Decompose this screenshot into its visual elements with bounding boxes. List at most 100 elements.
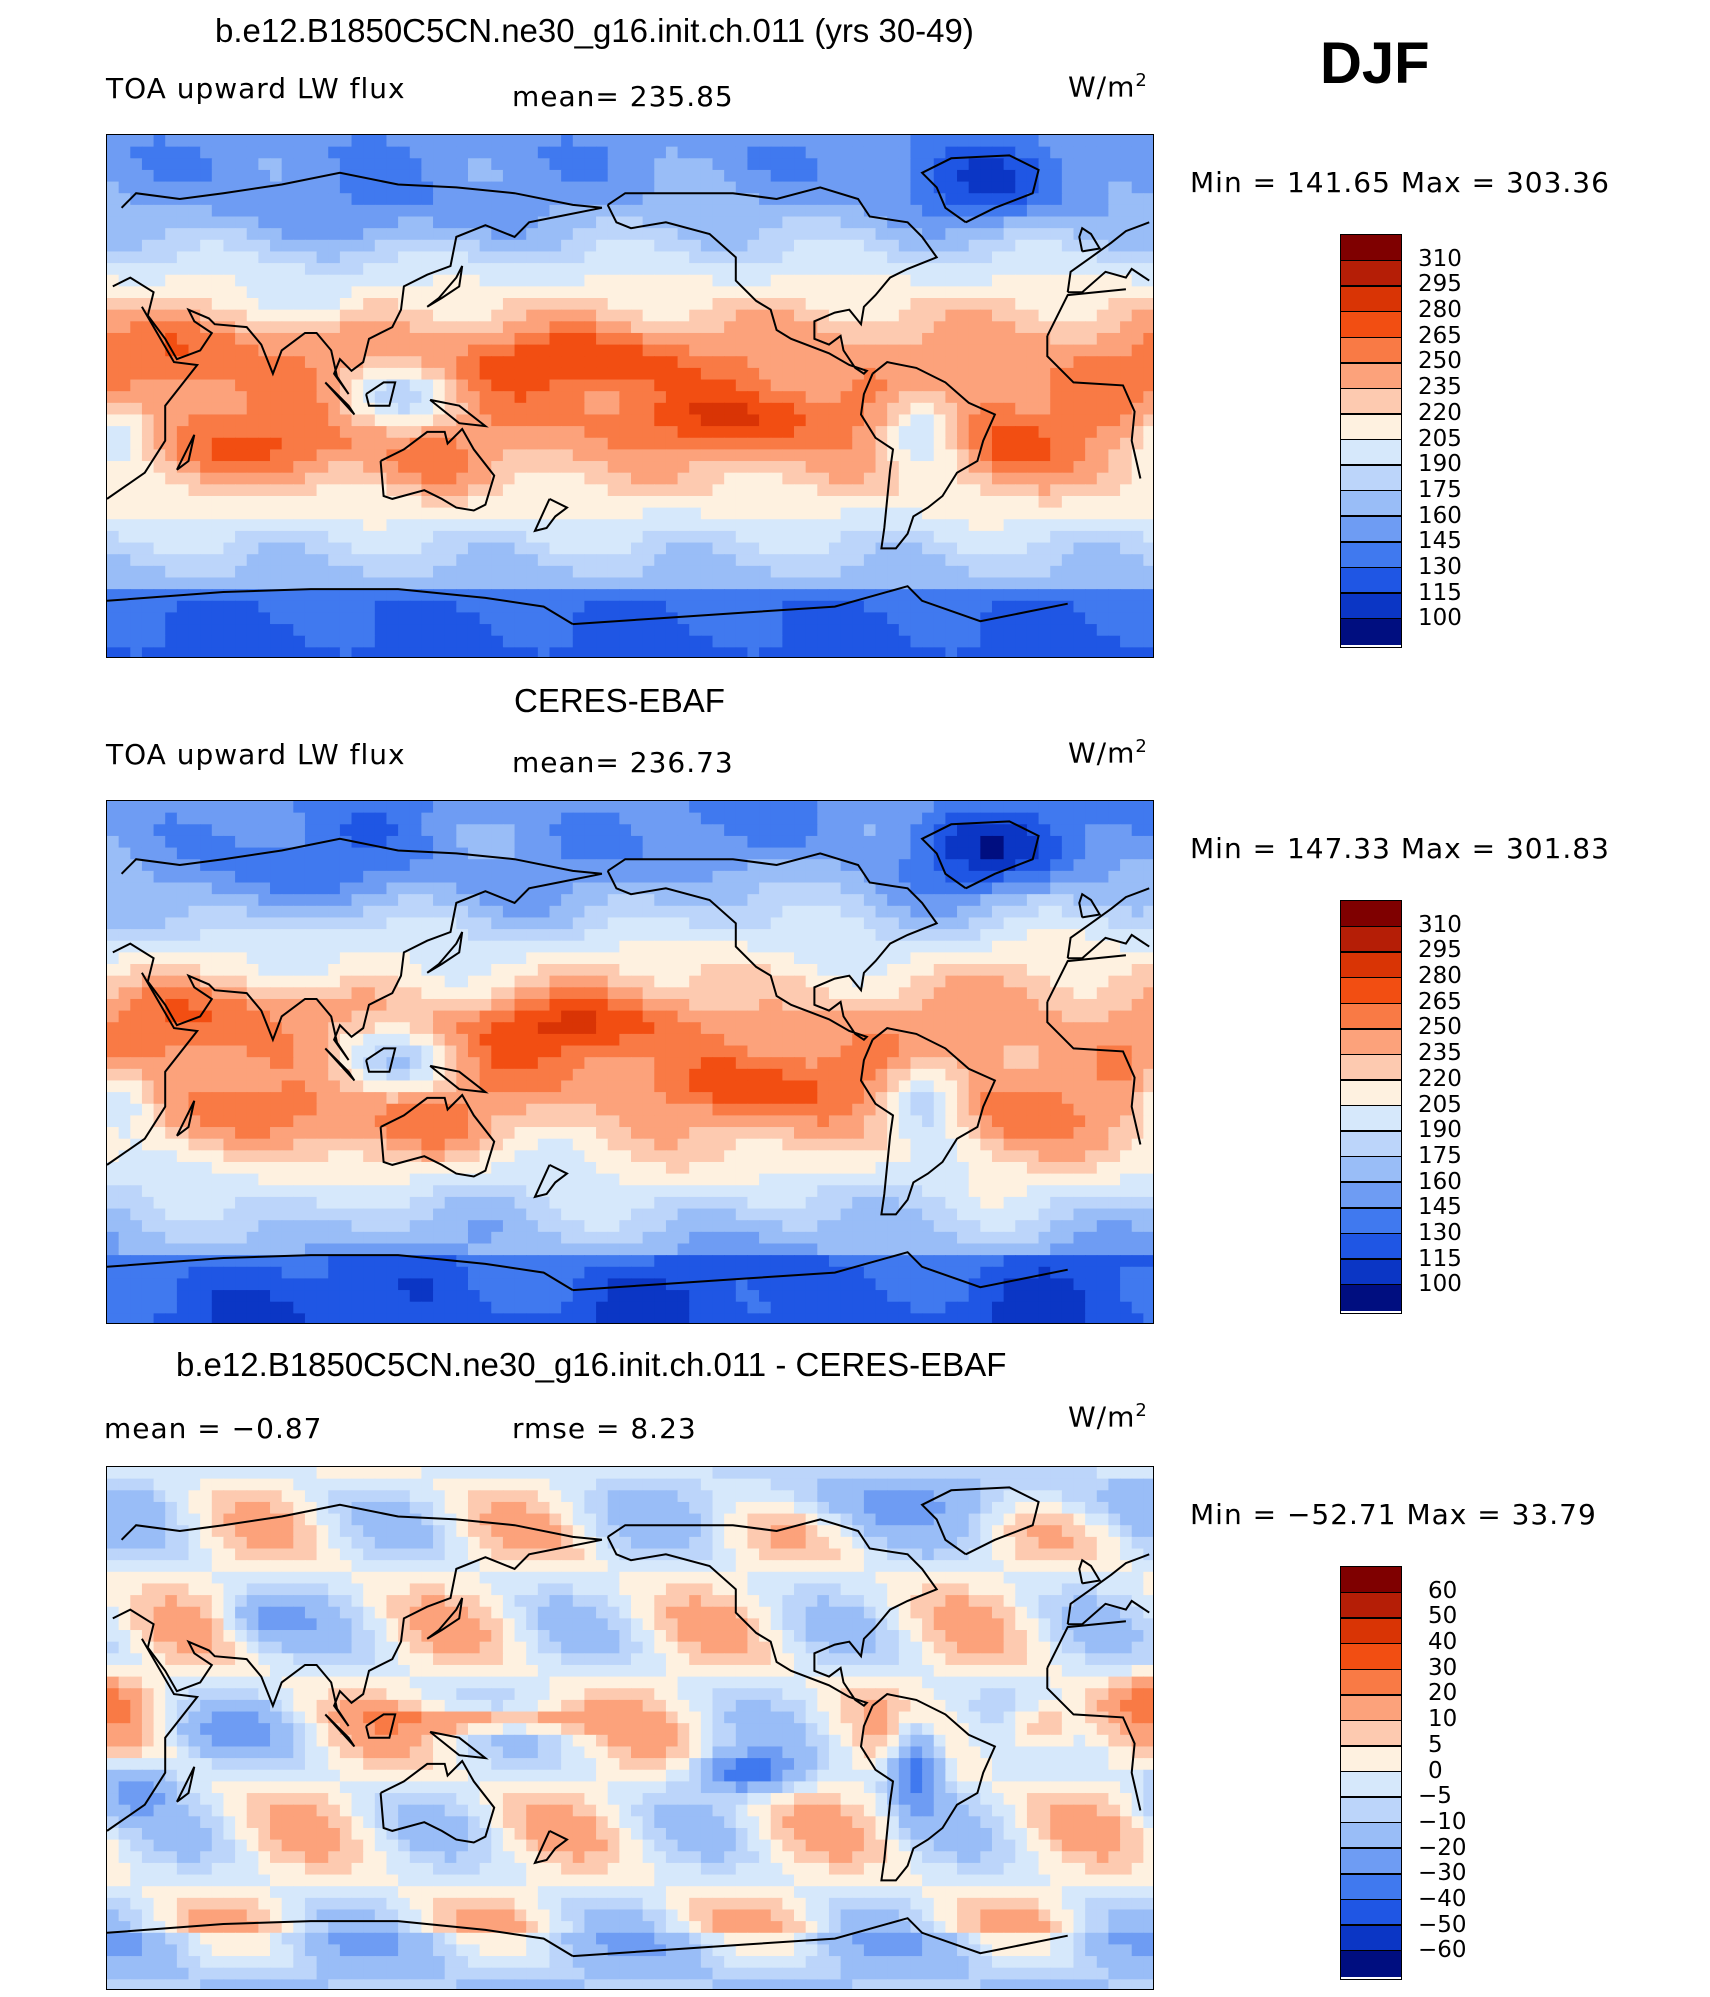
colorbar-separator [1341, 1079, 1401, 1081]
panel-2-variable-label: TOA upward LW flux [106, 738, 406, 771]
colorbar-tick-label: −50 [1418, 1911, 1467, 1938]
colorbar-separator [1341, 336, 1401, 338]
coastline [572, 1251, 1068, 1292]
colorbar-tick-label: 160 [1418, 502, 1462, 529]
colorbar-swatch [1341, 1131, 1401, 1158]
colorbar-tick-label: 175 [1418, 1142, 1462, 1169]
colorbar-tick-label: 130 [1418, 553, 1462, 580]
colorbar-swatch [1341, 1745, 1401, 1772]
coastline [379, 1093, 496, 1178]
colorbar-swatch [1341, 490, 1401, 517]
coastline [606, 852, 939, 1041]
colorbar-tick-label: 265 [1418, 322, 1462, 349]
panel-3-mean-label: mean = −0.87 [104, 1412, 323, 1445]
colorbar-separator [1341, 592, 1401, 594]
colorbar-separator [1341, 1002, 1401, 1004]
coastline [1066, 887, 1150, 959]
coastline [1066, 221, 1150, 293]
colorbar-separator [1341, 1719, 1401, 1722]
colorbar-swatch [1341, 926, 1401, 953]
colorbar-separator [1341, 1694, 1401, 1696]
coastline [379, 427, 496, 512]
colorbar-tick-label: 160 [1418, 1168, 1462, 1195]
panel-1-variable-label: TOA upward LW flux [106, 72, 406, 105]
coastline [379, 1759, 496, 1844]
colorbar-tick-label: −20 [1418, 1834, 1467, 1861]
colorbar-tick-label: 5 [1428, 1731, 1443, 1758]
coastline [176, 1100, 196, 1137]
colorbar-separator [1341, 285, 1401, 287]
colorbar-swatch [1341, 1207, 1401, 1234]
colorbar-swatch [1341, 1873, 1401, 1900]
coastline [1046, 1667, 1142, 1811]
colorbar-tick-label: 205 [1418, 425, 1462, 452]
coastline [112, 837, 603, 1061]
colorbar-separator [1341, 541, 1401, 543]
panel-2-map [106, 800, 1154, 1324]
colorbar-separator [1341, 1949, 1401, 1952]
colorbar-swatch [1341, 1822, 1401, 1849]
coastline [1066, 1553, 1150, 1625]
colorbar-separator [1341, 925, 1401, 928]
season-label: DJF [1320, 31, 1430, 96]
colorbar-separator [1341, 413, 1401, 415]
coastline [365, 1047, 397, 1073]
colorbar-swatch [1341, 592, 1401, 619]
panel-3-rmse-label: rmse = 8.23 [512, 1412, 697, 1445]
colorbar-swatch [1341, 567, 1401, 594]
coastline [426, 931, 464, 974]
colorbar-swatch [1341, 1899, 1401, 1926]
coastline [429, 1730, 489, 1760]
colorbar-swatch [1341, 337, 1401, 364]
colorbar-tick-label: 115 [1418, 579, 1462, 606]
coastline [1046, 335, 1142, 479]
panel-2-minmax: Min = 147.33 Max = 301.83 [1190, 832, 1610, 865]
coastline [107, 972, 200, 1166]
coastline [112, 1503, 603, 1727]
colorbar-separator [1341, 1155, 1401, 1158]
colorbar-separator [1341, 1873, 1401, 1875]
colorbar-tick-label: 205 [1418, 1091, 1462, 1118]
colorbar-tick-label: 145 [1418, 528, 1462, 555]
coastline [572, 585, 1068, 626]
colorbar-separator [1341, 464, 1401, 466]
coastline [426, 265, 464, 308]
colorbar-separator [1341, 976, 1401, 979]
coastline [365, 1713, 397, 1739]
colorbar-tick-label: 40 [1428, 1629, 1458, 1656]
colorbar-tick-label: 235 [1418, 374, 1462, 401]
colorbar-tick-label: 265 [1418, 988, 1462, 1015]
coastline [107, 1638, 200, 1832]
colorbar-separator [1341, 387, 1401, 390]
colorbar-swatch [1341, 1643, 1401, 1670]
coastline [1078, 226, 1102, 253]
panel-2-units: W/m2 [1068, 736, 1148, 770]
colorbar-swatch [1341, 1669, 1401, 1696]
colorbar-swatch [1341, 1054, 1401, 1081]
panel-3-map [106, 1466, 1154, 1990]
panel-3-units: W/m2 [1068, 1400, 1148, 1434]
colorbar-separator [1341, 1591, 1401, 1594]
coastline [1067, 933, 1150, 960]
colorbar-tick-label: 295 [1418, 937, 1462, 964]
coastline [112, 171, 603, 395]
colorbar-tick-label: −10 [1418, 1808, 1467, 1835]
coastline [859, 1693, 997, 1882]
coastline [920, 820, 1040, 890]
colorbar-separator [1341, 1770, 1401, 1773]
colorbar-swatch [1341, 1950, 1401, 1977]
colorbar-tick-label: 130 [1418, 1219, 1462, 1246]
colorbar-tick-label: 280 [1418, 297, 1462, 324]
colorbar-swatch [1341, 388, 1401, 415]
colorbar-separator [1341, 310, 1401, 313]
coastline [429, 398, 489, 428]
coastline [426, 1597, 464, 1640]
colorbar-swatch [1341, 1258, 1401, 1285]
colorbar-swatch [1341, 1079, 1401, 1106]
colorbar-separator [1341, 1924, 1401, 1926]
colorbar-separator [1341, 362, 1401, 364]
colorbar-tick-label: 145 [1418, 1194, 1462, 1221]
colorbar-separator [1341, 515, 1401, 517]
colorbar-separator [1341, 438, 1401, 441]
colorbar-swatch [1341, 901, 1401, 928]
